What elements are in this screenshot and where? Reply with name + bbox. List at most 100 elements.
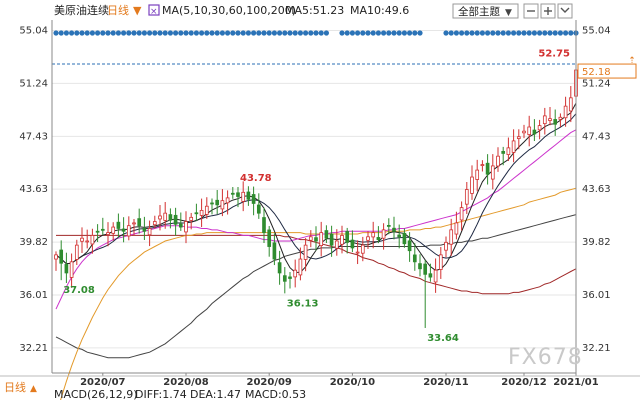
- theme-select[interactable]: [452, 3, 519, 19]
- event-dot[interactable]: [355, 30, 361, 36]
- event-dot[interactable]: [287, 30, 293, 36]
- event-dot[interactable]: [105, 30, 111, 36]
- event-dot[interactable]: [261, 30, 267, 36]
- event-dot[interactable]: [401, 30, 407, 36]
- event-dot[interactable]: [459, 30, 465, 36]
- event-dot[interactable]: [531, 30, 538, 36]
- event-dot[interactable]: [360, 30, 366, 36]
- event-dot[interactable]: [557, 30, 564, 36]
- event-dot[interactable]: [173, 30, 179, 36]
- footer-period-arrow[interactable]: ▲: [30, 384, 37, 394]
- event-dot[interactable]: [495, 30, 501, 36]
- event-dot[interactable]: [365, 30, 371, 36]
- event-dot[interactable]: [464, 30, 470, 36]
- event-dot[interactable]: [407, 30, 413, 36]
- event-dot[interactable]: [230, 30, 236, 36]
- event-dot[interactable]: [126, 30, 132, 36]
- event-dot[interactable]: [339, 30, 345, 36]
- event-dot[interactable]: [225, 30, 231, 36]
- event-dot[interactable]: [183, 30, 189, 36]
- event-dot[interactable]: [396, 30, 402, 36]
- event-dot[interactable]: [308, 30, 314, 36]
- event-dot[interactable]: [58, 30, 64, 36]
- event-dot[interactable]: [136, 30, 142, 36]
- event-dot[interactable]: [453, 30, 459, 36]
- expand-button[interactable]: [557, 3, 573, 19]
- event-dot[interactable]: [537, 30, 543, 36]
- event-dot[interactable]: [110, 30, 116, 36]
- event-dot[interactable]: [121, 30, 127, 36]
- event-dot[interactable]: [292, 30, 298, 36]
- event-dot[interactable]: [115, 30, 121, 36]
- event-dot[interactable]: [448, 30, 454, 36]
- event-dot[interactable]: [79, 30, 85, 36]
- event-dot[interactable]: [370, 30, 376, 36]
- event-dot[interactable]: [282, 30, 288, 36]
- event-dot[interactable]: [240, 30, 246, 36]
- event-dot[interactable]: [323, 30, 329, 36]
- event-dot[interactable]: [100, 30, 106, 36]
- event-dot[interactable]: [199, 30, 205, 36]
- event-dot[interactable]: [568, 30, 574, 36]
- event-dot[interactable]: [74, 30, 80, 36]
- event-dot[interactable]: [178, 30, 184, 36]
- event-dot[interactable]: [313, 30, 319, 36]
- event-dot[interactable]: [256, 30, 262, 36]
- event-dot[interactable]: [542, 30, 548, 36]
- event-dot[interactable]: [381, 30, 387, 36]
- event-dot[interactable]: [344, 30, 350, 36]
- event-dot[interactable]: [69, 30, 75, 36]
- event-dot[interactable]: [235, 30, 241, 36]
- event-dot[interactable]: [157, 30, 163, 36]
- footer-period-selector[interactable]: 日线: [4, 380, 26, 394]
- event-dot[interactable]: [251, 30, 257, 36]
- event-dot[interactable]: [193, 30, 199, 36]
- event-dots[interactable]: [53, 30, 579, 36]
- event-dot[interactable]: [547, 30, 553, 36]
- event-dot[interactable]: [417, 30, 423, 36]
- event-dot[interactable]: [552, 30, 558, 36]
- event-dot[interactable]: [443, 30, 449, 36]
- event-dot[interactable]: [214, 30, 220, 36]
- event-dot[interactable]: [89, 30, 95, 36]
- event-dot[interactable]: [349, 30, 355, 36]
- event-dot[interactable]: [245, 30, 251, 36]
- event-dot[interactable]: [485, 30, 491, 36]
- event-dot[interactable]: [204, 30, 210, 36]
- event-dot[interactable]: [162, 30, 168, 36]
- event-dot[interactable]: [563, 30, 569, 36]
- event-dot[interactable]: [141, 30, 147, 36]
- indicator-settings-icon[interactable]: [148, 4, 160, 16]
- event-dot[interactable]: [266, 30, 272, 36]
- event-dot[interactable]: [516, 30, 522, 36]
- event-dot[interactable]: [490, 30, 496, 36]
- event-dot[interactable]: [500, 30, 506, 36]
- event-dot[interactable]: [526, 30, 532, 36]
- event-dot[interactable]: [188, 30, 194, 36]
- event-dot[interactable]: [84, 30, 90, 36]
- event-dot[interactable]: [219, 30, 225, 36]
- event-dot[interactable]: [375, 30, 381, 36]
- event-dot[interactable]: [95, 30, 101, 36]
- event-dot[interactable]: [412, 30, 418, 36]
- event-dot[interactable]: [318, 30, 324, 36]
- event-dot[interactable]: [479, 30, 485, 36]
- event-dot[interactable]: [53, 30, 59, 36]
- event-dot[interactable]: [469, 30, 475, 36]
- event-dot[interactable]: [505, 30, 511, 36]
- event-dot[interactable]: [297, 30, 303, 36]
- event-dot[interactable]: [521, 30, 527, 36]
- event-dot[interactable]: [510, 30, 517, 36]
- event-dot[interactable]: [152, 30, 158, 36]
- event-dot[interactable]: [474, 30, 480, 36]
- event-dot[interactable]: [386, 30, 392, 36]
- event-dot[interactable]: [271, 30, 277, 36]
- event-dot[interactable]: [131, 30, 137, 36]
- period-selector[interactable]: 日线: [107, 3, 129, 17]
- event-dot[interactable]: [303, 30, 309, 36]
- event-dot[interactable]: [63, 30, 69, 36]
- event-dot[interactable]: [147, 30, 153, 36]
- event-dot[interactable]: [167, 30, 173, 36]
- event-dot[interactable]: [391, 30, 397, 36]
- period-dropdown-arrow[interactable]: ▼: [133, 4, 142, 17]
